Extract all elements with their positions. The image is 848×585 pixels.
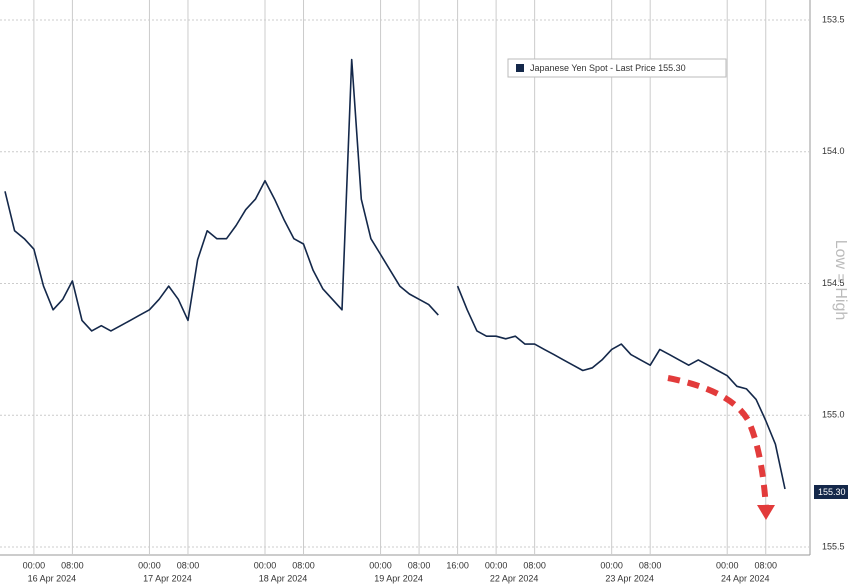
annotation-arrowhead	[757, 505, 775, 520]
x-tick-label: 08:00	[61, 560, 84, 570]
date-label: 22 Apr 2024	[490, 573, 539, 583]
x-tick-label: 00:00	[485, 560, 508, 570]
x-tick-label: 08:00	[408, 560, 431, 570]
legend-swatch	[516, 64, 524, 72]
date-label: 23 Apr 2024	[605, 573, 654, 583]
x-tick-label: 08:00	[639, 560, 662, 570]
date-label: 19 Apr 2024	[374, 573, 423, 583]
date-label: 24 Apr 2024	[721, 573, 770, 583]
legend-box	[507, 58, 727, 78]
y-tick-label: 154.5	[822, 278, 845, 288]
annotation-arrow	[667, 375, 769, 509]
x-tick-label: 00:00	[254, 560, 277, 570]
y-tick-label: 154.0	[822, 146, 845, 156]
y-tick-label: 153.5	[822, 14, 845, 24]
x-tick-label: 00:00	[138, 560, 161, 570]
plot	[4, 58, 786, 490]
x-tick-label: 08:00	[754, 560, 777, 570]
y-tick-label: 155.5	[822, 541, 845, 551]
x-tick-label: 00:00	[369, 560, 392, 570]
x-tick-label: 08:00	[292, 560, 315, 570]
legend-label: Japanese Yen Spot - Last Price 155.30	[530, 63, 686, 73]
line-series	[4, 58, 786, 490]
axis-note: Low = High	[832, 240, 848, 321]
date-label: 18 Apr 2024	[259, 573, 308, 583]
x-tick-label: 00:00	[716, 560, 739, 570]
y-tick-label: 155.0	[822, 410, 845, 420]
last-price-label: 155.30	[818, 487, 846, 497]
x-tick-label: 00:00	[600, 560, 623, 570]
last-price-tag	[814, 485, 848, 499]
date-label: 17 Apr 2024	[143, 573, 192, 583]
x-tick-label: 00:00	[23, 560, 46, 570]
x-tick-label: 08:00	[177, 560, 200, 570]
date-label: 16 Apr 2024	[28, 573, 77, 583]
x-tick-label: 08:00	[523, 560, 546, 570]
x-tick-label: 16:00	[446, 560, 469, 570]
